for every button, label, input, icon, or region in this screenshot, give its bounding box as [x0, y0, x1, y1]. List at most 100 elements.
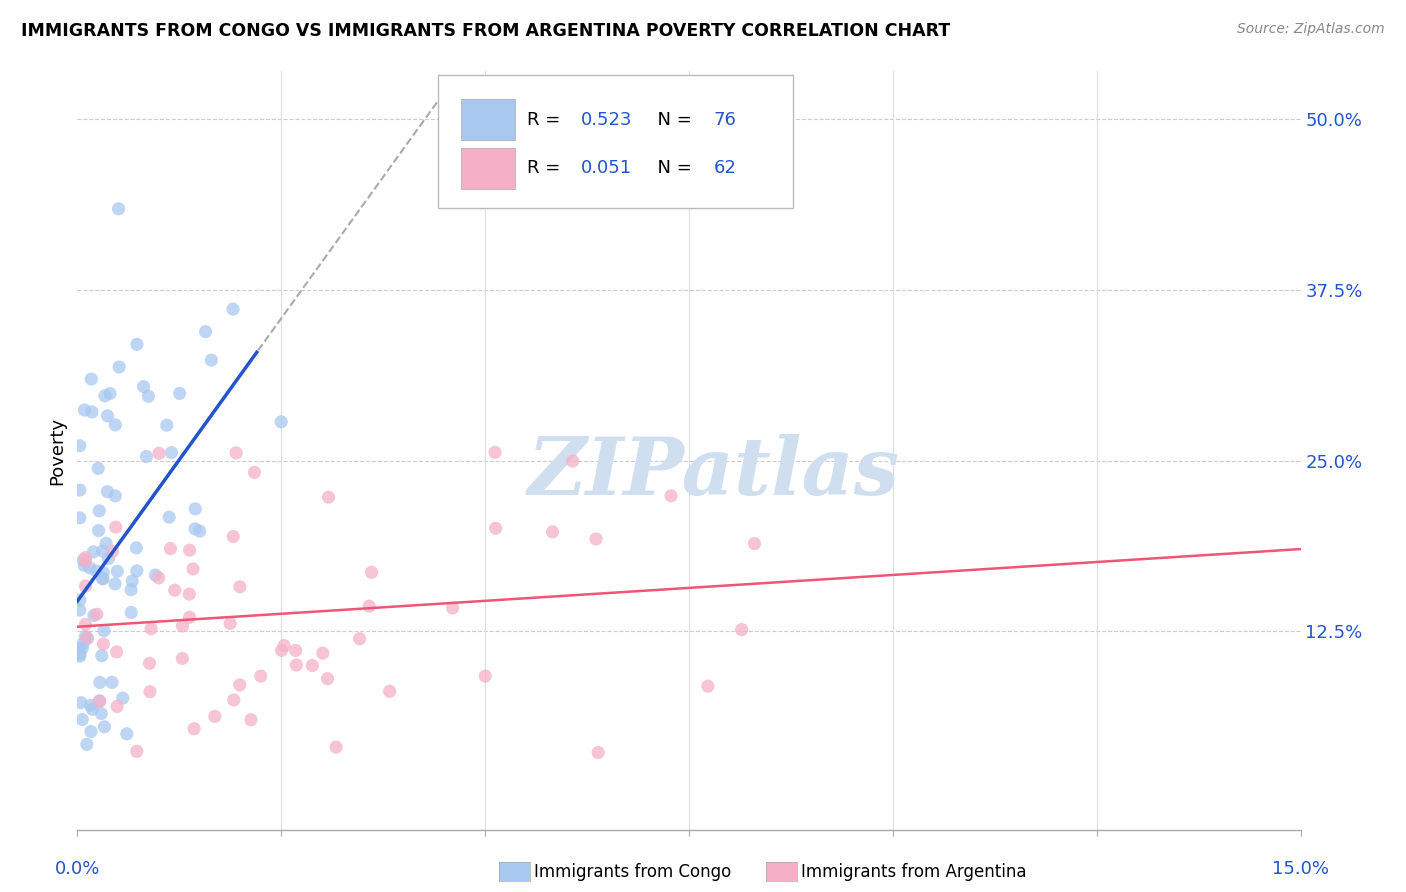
Point: [179, 543, 201, 558]
Point: [75, 554, 97, 568]
Point: [69, 439, 91, 453]
Point: [125, 564, 148, 578]
FancyBboxPatch shape: [439, 75, 793, 208]
Point: [586, 746, 609, 760]
Point: [219, 616, 242, 631]
Point: [75, 550, 97, 565]
Text: N =: N =: [647, 160, 697, 178]
Point: [94, 536, 117, 550]
Point: [120, 606, 142, 620]
Point: [83, 545, 105, 559]
Point: [169, 386, 191, 401]
Point: [659, 489, 682, 503]
Point: [273, 639, 295, 653]
Point: [301, 658, 323, 673]
Text: Immigrants from Congo: Immigrants from Congo: [534, 863, 731, 881]
Point: [249, 669, 271, 683]
Point: [270, 643, 292, 657]
Point: [360, 566, 382, 580]
Point: [474, 669, 496, 683]
Point: [179, 610, 201, 624]
Point: [184, 522, 207, 536]
Point: [222, 693, 245, 707]
Point: [222, 529, 245, 543]
Point: [312, 646, 335, 660]
Point: [284, 643, 307, 657]
Point: [86, 564, 108, 578]
Text: IMMIGRANTS FROM CONGO VS IMMIGRANTS FROM ARGENTINA POVERTY CORRELATION CHART: IMMIGRANTS FROM CONGO VS IMMIGRANTS FROM…: [21, 22, 950, 40]
Text: 0.523: 0.523: [581, 111, 633, 128]
Point: [148, 446, 170, 460]
Point: [121, 574, 143, 588]
Point: [76, 737, 98, 751]
Point: [93, 720, 115, 734]
Point: [744, 536, 766, 550]
Point: [73, 558, 96, 573]
Point: [139, 684, 162, 698]
Point: [145, 568, 167, 582]
Point: [731, 623, 754, 637]
Point: [69, 603, 91, 617]
Point: [172, 619, 194, 633]
Point: [98, 386, 121, 401]
Point: [229, 678, 252, 692]
Point: [80, 405, 103, 419]
Point: [111, 691, 134, 706]
Point: [318, 490, 340, 504]
Point: [69, 648, 91, 662]
Point: [76, 631, 98, 645]
Point: [96, 484, 118, 499]
Point: [160, 445, 183, 459]
Point: [316, 672, 339, 686]
Point: [125, 541, 148, 555]
Point: [80, 372, 103, 386]
Point: [239, 713, 262, 727]
Point: [79, 561, 101, 575]
Point: [82, 702, 104, 716]
Text: ZIPatlas: ZIPatlas: [527, 434, 900, 512]
Point: [69, 593, 91, 607]
Point: [194, 325, 217, 339]
Point: [188, 524, 211, 538]
Point: [76, 632, 98, 646]
Point: [225, 446, 247, 460]
Point: [104, 520, 127, 534]
Point: [105, 645, 128, 659]
Text: 62: 62: [713, 160, 737, 178]
Point: [104, 577, 127, 591]
Point: [75, 579, 97, 593]
Point: [243, 466, 266, 480]
Point: [104, 417, 127, 432]
Point: [91, 566, 114, 580]
Point: [89, 504, 111, 518]
Point: [229, 580, 252, 594]
Point: [90, 706, 112, 721]
Point: [270, 415, 292, 429]
Point: [101, 675, 124, 690]
Point: [72, 636, 94, 650]
Text: Source: ZipAtlas.com: Source: ZipAtlas.com: [1237, 22, 1385, 37]
Text: 0.051: 0.051: [581, 160, 633, 178]
Point: [585, 532, 607, 546]
FancyBboxPatch shape: [461, 99, 515, 140]
Point: [156, 418, 179, 433]
Point: [69, 649, 91, 664]
Text: 15.0%: 15.0%: [1272, 860, 1329, 878]
Point: [172, 651, 194, 665]
Point: [120, 582, 142, 597]
Point: [104, 489, 127, 503]
Point: [108, 359, 131, 374]
Point: [96, 409, 118, 423]
Point: [163, 583, 186, 598]
Point: [485, 521, 508, 535]
Point: [105, 699, 128, 714]
Point: [91, 637, 114, 651]
Point: [159, 541, 181, 556]
Point: [89, 675, 111, 690]
Point: [285, 658, 308, 673]
Point: [200, 353, 222, 368]
Point: [325, 740, 347, 755]
Point: [83, 608, 105, 623]
Point: [148, 571, 170, 585]
Point: [132, 379, 155, 393]
